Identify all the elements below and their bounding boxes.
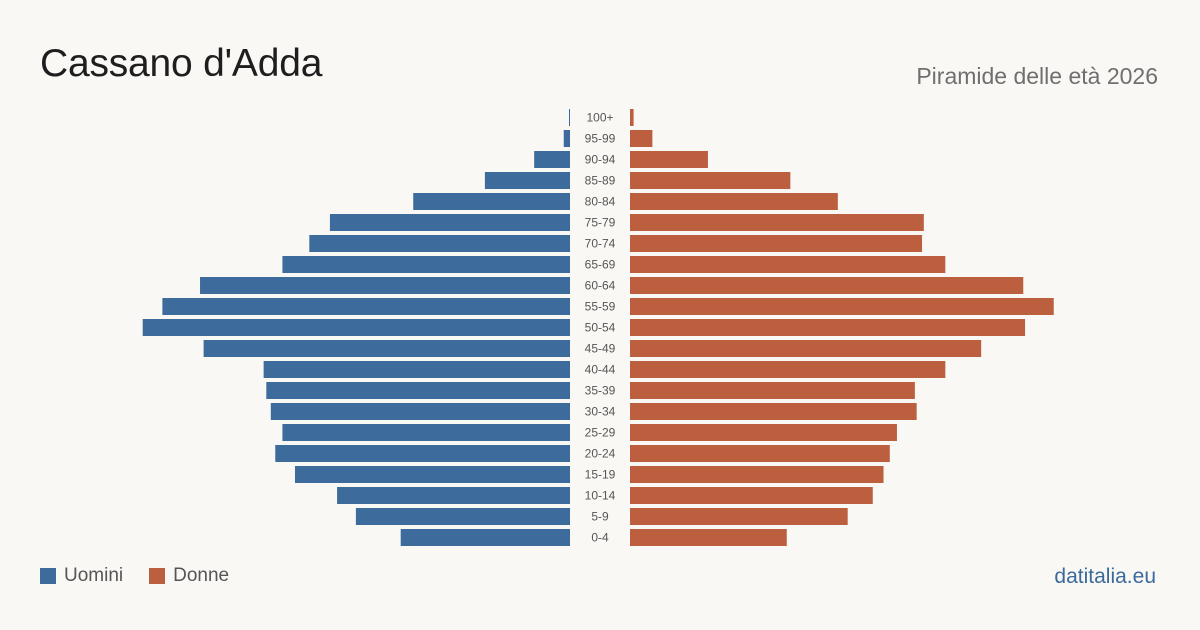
bar-men-30-34 [270, 403, 570, 420]
bar-men-10-14 [337, 487, 570, 504]
bar-men-90-94 [534, 151, 570, 168]
bar-women-55-59 [630, 298, 1054, 315]
site-credit-link[interactable]: datitalia.eu [1054, 565, 1156, 588]
bar-women-75-79 [630, 214, 924, 231]
bar-men-70-74 [309, 235, 570, 252]
age-group-label: 0-4 [591, 531, 609, 545]
bar-men-75-79 [329, 214, 570, 231]
bar-women-100+ [630, 109, 634, 126]
age-group-label: 15-19 [585, 468, 616, 482]
bar-women-85-89 [630, 172, 791, 189]
bar-women-90-94 [630, 151, 708, 168]
age-group-label: 45-49 [585, 342, 616, 356]
bar-men-5-9 [355, 508, 570, 525]
legend-label-men: Uomini [64, 565, 124, 586]
chart-subtitle: Piramide delle età 2026 [916, 63, 1158, 89]
legend-swatch-women [149, 568, 166, 584]
age-group-label: 10-14 [585, 489, 616, 503]
age-group-label: 55-59 [585, 300, 616, 314]
bar-men-60-64 [200, 277, 571, 294]
bar-men-100+ [569, 109, 570, 126]
bar-men-65-69 [282, 256, 570, 273]
bar-men-40-44 [263, 361, 570, 378]
age-group-label: 25-29 [585, 426, 616, 440]
legend-label-women: Donne [173, 565, 230, 586]
age-group-label: 5-9 [591, 510, 609, 524]
bar-women-50-54 [630, 319, 1026, 336]
bar-women-40-44 [630, 361, 946, 378]
bar-men-95-99 [563, 130, 570, 147]
chart-title: Cassano d'Adda [40, 42, 323, 85]
bar-men-35-39 [266, 382, 570, 399]
bar-men-45-49 [203, 340, 570, 357]
legend-item-men: Uomini [40, 565, 123, 587]
age-group-label: 80-84 [585, 195, 616, 209]
age-group-label: 20-24 [585, 447, 616, 461]
bar-women-60-64 [630, 277, 1024, 294]
age-group-label: 40-44 [585, 363, 616, 377]
age-group-label: 90-94 [585, 153, 616, 167]
age-group-label: 100+ [586, 111, 613, 125]
age-group-label: 60-64 [585, 279, 616, 293]
age-group-label: 30-34 [585, 405, 616, 419]
bar-women-65-69 [630, 256, 946, 273]
age-group-label: 75-79 [585, 216, 616, 230]
bar-men-85-89 [484, 172, 570, 189]
bar-men-0-4 [400, 529, 570, 546]
age-group-label: 95-99 [585, 132, 616, 146]
population-pyramid-chart: 100+ 95-99 90-94 85-89 80-84 75-79 70-74 65-69 6… [142, 109, 1054, 546]
age-group-label: 65-69 [585, 258, 616, 272]
legend-item-women: Donne [149, 565, 229, 587]
bar-men-15-19 [294, 466, 570, 483]
age-group-label: 85-89 [585, 174, 616, 188]
bar-women-70-74 [630, 235, 923, 252]
chart-legend: Uomini Donne [40, 565, 255, 587]
bar-women-15-19 [630, 466, 884, 483]
age-group-label: 50-54 [585, 321, 616, 335]
bar-women-0-4 [630, 529, 787, 546]
bar-women-20-24 [630, 445, 890, 462]
bar-men-20-24 [275, 445, 570, 462]
bar-women-30-34 [630, 403, 917, 420]
bar-women-95-99 [630, 130, 653, 147]
bar-women-5-9 [630, 508, 848, 525]
bar-women-35-39 [630, 382, 915, 399]
bar-women-45-49 [630, 340, 982, 357]
bar-men-25-29 [282, 424, 570, 441]
legend-swatch-men [40, 568, 56, 584]
age-group-label: 35-39 [585, 384, 616, 398]
bar-women-80-84 [630, 193, 838, 210]
bar-men-55-59 [162, 298, 571, 315]
age-group-label: 70-74 [585, 237, 616, 251]
bar-men-80-84 [413, 193, 570, 210]
bar-women-25-29 [630, 424, 897, 441]
bar-men-50-54 [142, 319, 570, 336]
bar-women-10-14 [630, 487, 873, 504]
